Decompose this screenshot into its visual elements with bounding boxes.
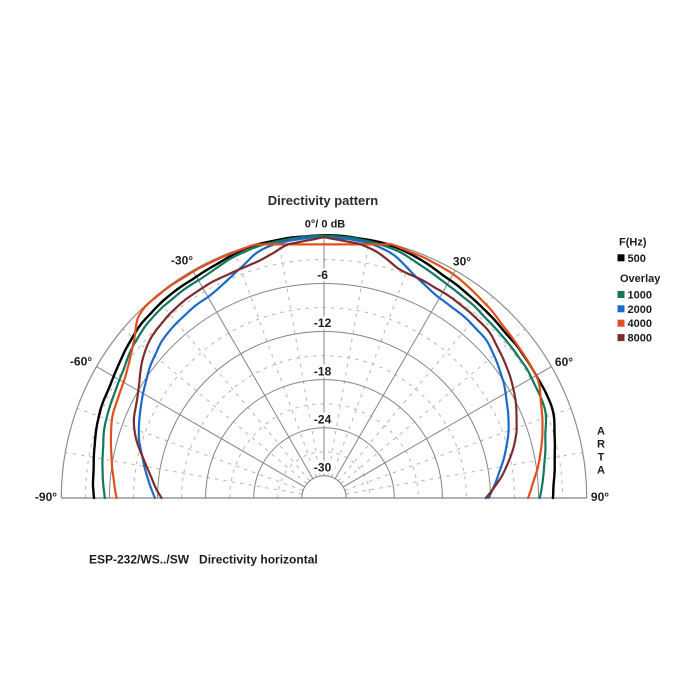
svg-text:30°: 30° <box>453 255 471 269</box>
svg-text:2000: 2000 <box>628 304 652 316</box>
svg-text:A: A <box>597 426 605 438</box>
svg-text:4000: 4000 <box>628 318 652 330</box>
svg-text:90°: 90° <box>591 490 609 504</box>
svg-text:-30°: -30° <box>171 254 193 268</box>
svg-text:-24: -24 <box>314 412 332 426</box>
svg-text:-90°: -90° <box>35 490 57 504</box>
svg-text:ESP-232/WS../SW Directivity: ESP-232/WS../SW Directivity horizontal <box>89 553 318 567</box>
svg-text:60°: 60° <box>555 355 573 369</box>
svg-text:-60°: -60° <box>70 355 92 369</box>
svg-text:T: T <box>598 452 605 464</box>
svg-text:Directivity pattern: Directivity pattern <box>268 193 379 208</box>
svg-text:F(Hz): F(Hz) <box>619 237 647 249</box>
svg-text:-18: -18 <box>314 364 332 378</box>
svg-text:-6: -6 <box>317 268 328 282</box>
svg-text:-12: -12 <box>314 316 332 330</box>
svg-text:-30: -30 <box>314 461 332 475</box>
svg-text:1000: 1000 <box>628 290 652 302</box>
svg-text:Overlay: Overlay <box>620 273 661 285</box>
svg-text:A: A <box>597 465 605 477</box>
svg-text:500: 500 <box>628 253 646 265</box>
svg-text:8000: 8000 <box>628 333 652 345</box>
svg-text:0°/ 0 dB: 0°/ 0 dB <box>305 219 346 231</box>
svg-text:R: R <box>597 439 605 451</box>
